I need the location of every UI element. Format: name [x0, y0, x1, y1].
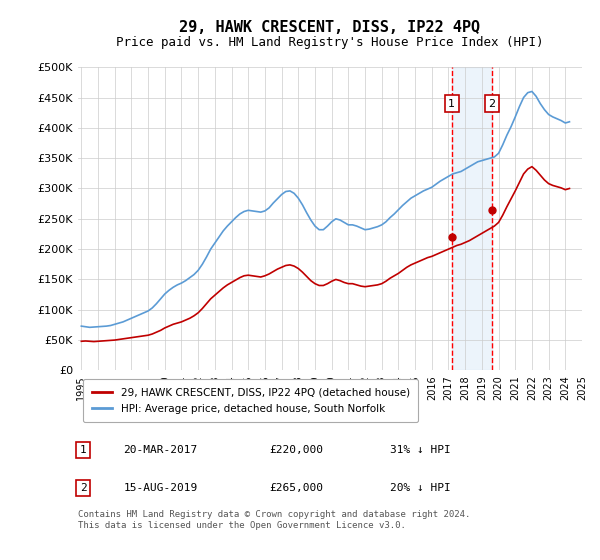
Bar [452, 67, 492, 370]
Text: 2: 2 [488, 99, 496, 109]
Text: £265,000: £265,000 [269, 483, 323, 493]
Text: Contains HM Land Registry data © Crown copyright and database right 2024.
This d: Contains HM Land Registry data © Crown c… [78, 511, 470, 530]
Text: Price paid vs. HM Land Registry's House Price Index (HPI): Price paid vs. HM Land Registry's House … [116, 36, 544, 49]
Text: 2: 2 [80, 483, 86, 493]
Text: 31% ↓ HPI: 31% ↓ HPI [391, 445, 451, 455]
Legend: 29, HAWK CRESCENT, DISS, IP22 4PQ (detached house), HPI: Average price, detached: 29, HAWK CRESCENT, DISS, IP22 4PQ (detac… [83, 379, 418, 422]
Text: £220,000: £220,000 [269, 445, 323, 455]
Text: 15-AUG-2019: 15-AUG-2019 [124, 483, 197, 493]
Text: 29, HAWK CRESCENT, DISS, IP22 4PQ: 29, HAWK CRESCENT, DISS, IP22 4PQ [179, 20, 481, 35]
Text: 1: 1 [448, 99, 455, 109]
Text: 1: 1 [80, 445, 86, 455]
Text: 20% ↓ HPI: 20% ↓ HPI [391, 483, 451, 493]
Text: 20-MAR-2017: 20-MAR-2017 [124, 445, 197, 455]
